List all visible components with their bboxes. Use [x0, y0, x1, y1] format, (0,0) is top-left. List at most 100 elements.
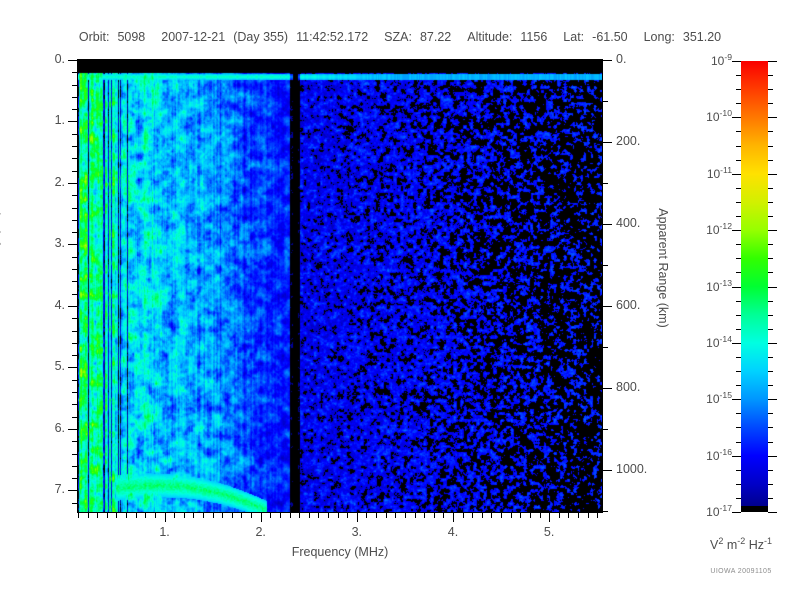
colorbar-tick	[768, 343, 777, 344]
x-axis-tick	[174, 513, 175, 518]
x-axis-tick	[213, 513, 214, 518]
observation-date: 2007-12-21	[161, 30, 226, 44]
x-axis-tick	[415, 513, 416, 518]
y-axis-right-tick-label: 600.	[616, 298, 641, 313]
colorbar-tick	[768, 413, 773, 414]
colorbar-tick	[736, 272, 741, 273]
sza-label: SZA:	[384, 30, 412, 44]
header-info-line: Orbit: 5098 2007-12-21 (Day 355) 11:42:52.17…	[0, 30, 800, 44]
longitude-value: 351.20	[682, 30, 722, 44]
x-axis-tick	[251, 513, 252, 518]
x-axis-tick-label: 5.	[543, 525, 555, 539]
colorbar-tick-label: 10-13	[706, 277, 732, 294]
y-axis-tick	[72, 417, 77, 418]
y-axis-tick	[72, 158, 77, 159]
x-axis-tick-label: 1.	[159, 525, 170, 539]
colorbar-tick	[736, 470, 741, 471]
x-axis-tick	[395, 513, 396, 518]
x-axis-tick	[270, 513, 271, 518]
x-axis-tick	[578, 513, 579, 518]
y-axis-right-tick	[603, 511, 608, 512]
colorbar-tick	[736, 371, 741, 372]
colorbar-tick	[768, 427, 773, 428]
colorbar-gradient	[741, 61, 768, 512]
x-axis-tick-label: 3.	[351, 525, 363, 539]
colorbar-tick	[736, 315, 741, 316]
colorbar-tick-label: 10-14	[706, 333, 732, 350]
y-axis-right-tick-label: 800.	[616, 380, 641, 395]
y-axis-tick	[72, 97, 77, 98]
x-axis-tick	[145, 513, 146, 518]
colorbar-tick	[732, 61, 741, 62]
colorbar-tick	[768, 89, 773, 90]
y-axis-tick	[72, 195, 77, 196]
colorbar-tick-label: 10-9	[710, 52, 732, 68]
colorbar-tick	[768, 498, 773, 499]
x-axis-tick	[97, 513, 98, 518]
colorbar-tick	[736, 498, 741, 499]
x-axis-tick	[261, 513, 262, 522]
altitude-label: Altitude:	[467, 30, 513, 44]
y-axis-tick	[68, 183, 77, 184]
y-axis-tick	[72, 380, 77, 381]
colorbar-tick	[732, 512, 741, 513]
y-axis-tick	[72, 294, 77, 295]
y-axis-tick	[72, 441, 77, 442]
colorbar-tick	[732, 456, 741, 457]
x-axis-tick	[376, 513, 377, 518]
colorbar-tick	[732, 287, 741, 288]
y-axis-tick	[72, 503, 77, 504]
colorbar-tick-label: 10-11	[706, 164, 732, 181]
y-axis-tick	[68, 490, 77, 491]
x-axis-tick	[424, 513, 425, 518]
x-axis-tick	[88, 513, 89, 518]
y-axis-tick	[72, 171, 77, 172]
x-axis-tick	[280, 513, 281, 518]
colorbar-tick	[768, 131, 773, 132]
colorbar-tick	[736, 244, 741, 245]
colorbar-tick	[768, 456, 777, 457]
x-axis-tick	[107, 513, 108, 518]
colorbar-tick	[768, 371, 773, 372]
x-axis-tick	[338, 513, 339, 518]
colorbar-tick	[732, 399, 741, 400]
y-axis-tick	[72, 343, 77, 344]
y-axis-right-tick	[603, 142, 612, 143]
y-axis-right-tick	[603, 470, 612, 471]
colorbar-tick	[736, 146, 741, 147]
y-axis-tick	[72, 109, 77, 110]
y-axis-title: Time Delay (ms)	[0, 210, 1, 301]
colorbar-tick	[768, 442, 773, 443]
y-axis-right-tick	[603, 347, 608, 348]
x-axis-tick	[241, 513, 242, 518]
observation-time: 11:42:52.172	[296, 30, 369, 44]
colorbar-tick	[768, 484, 773, 485]
y-axis-tick	[72, 478, 77, 479]
colorbar-tick	[736, 357, 741, 358]
colorbar-tick	[768, 470, 773, 471]
colorbar-tick	[768, 216, 773, 217]
y-axis-right-tick	[603, 306, 612, 307]
y-axis-right-title: Apparent Range (km)	[656, 208, 670, 328]
y-axis-tick	[72, 318, 77, 319]
spectrogram-canvas	[78, 60, 602, 512]
y-axis-tick	[68, 121, 77, 122]
y-axis-tick-label: 7.	[54, 482, 65, 497]
y-axis-tick	[72, 331, 77, 332]
x-axis-tick	[597, 513, 598, 518]
x-axis-tick	[347, 513, 348, 518]
y-axis-tick	[68, 429, 77, 430]
x-axis-tick	[386, 513, 387, 518]
colorbar-tick	[768, 146, 773, 147]
y-axis-right-tick	[603, 429, 608, 430]
x-axis-tick	[530, 513, 531, 518]
plot-frame-right	[602, 59, 603, 513]
x-axis-tick	[501, 513, 502, 518]
colorbar-tick	[736, 329, 741, 330]
x-axis-tick-label: 2.	[255, 525, 266, 539]
latitude-label: Lat:	[563, 30, 585, 44]
latitude-value: -61.50	[592, 30, 628, 44]
colorbar-unit-label: V2 m-2 Hz-1	[709, 536, 773, 553]
colorbar-tick	[768, 174, 777, 175]
y-axis-tick	[72, 257, 77, 258]
